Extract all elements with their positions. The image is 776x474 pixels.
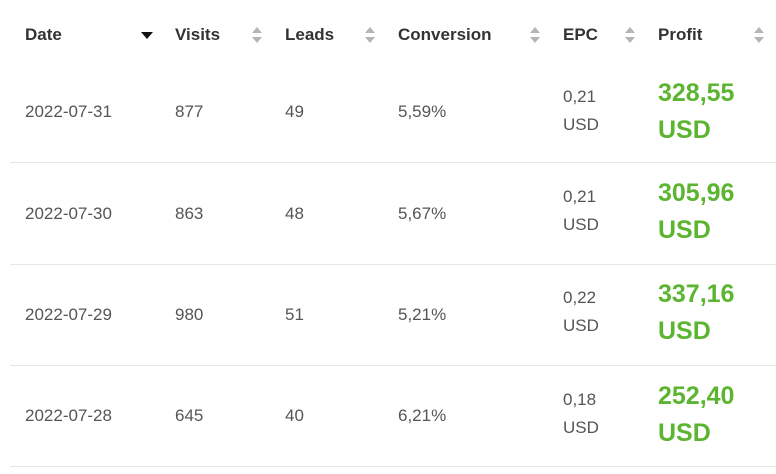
column-header-label: Visits — [175, 25, 221, 44]
epc-value: 0,21 — [563, 87, 597, 106]
table-row: 2022-07-30 863 48 5,67% 0,21 USD 305,96 … — [10, 163, 776, 265]
cell-conversion: 5,21% — [398, 304, 447, 324]
cell-date: 2022-07-28 — [25, 405, 112, 425]
profit-currency: USD — [658, 216, 711, 244]
sort-both-icon[interactable] — [363, 24, 377, 46]
cell-epc: 0,21 USD — [563, 83, 599, 139]
cell-date: 2022-07-31 — [25, 101, 112, 121]
column-header-visits[interactable]: Visits — [175, 24, 220, 46]
column-header-label: Leads — [285, 25, 335, 44]
profit-value: 337,16 — [658, 280, 735, 308]
cell-visits: 863 — [175, 203, 204, 223]
table-header: Date Visits Leads Conversion EPC — [0, 0, 776, 70]
sort-both-icon[interactable] — [623, 24, 637, 46]
cell-leads: 51 — [285, 304, 304, 324]
column-header-label: EPC — [563, 25, 598, 44]
epc-currency: USD — [563, 316, 599, 335]
sort-both-icon[interactable] — [752, 24, 766, 46]
cell-date: 2022-07-30 — [25, 203, 112, 223]
column-header-epc[interactable]: EPC — [563, 24, 598, 46]
sort-both-icon[interactable] — [528, 24, 542, 46]
epc-currency: USD — [563, 215, 599, 234]
cell-visits: 877 — [175, 101, 204, 121]
profit-currency: USD — [658, 116, 711, 144]
cell-leads: 40 — [285, 405, 304, 425]
column-header-label: Conversion — [398, 25, 492, 44]
epc-currency: USD — [563, 418, 599, 437]
cell-date: 2022-07-29 — [25, 304, 112, 324]
epc-value: 0,22 — [563, 288, 597, 307]
cell-conversion: 6,21% — [398, 405, 447, 425]
cell-profit: 328,55 USD — [658, 75, 734, 149]
column-header-profit[interactable]: Profit — [658, 24, 702, 46]
profit-value: 328,55 — [658, 79, 735, 107]
cell-conversion: 5,67% — [398, 203, 447, 223]
cell-profit: 337,16 USD — [658, 276, 734, 350]
cell-profit: 305,96 USD — [658, 175, 734, 249]
sort-both-icon[interactable] — [250, 24, 264, 46]
cell-leads: 49 — [285, 101, 304, 121]
cell-conversion: 5,59% — [398, 101, 447, 121]
epc-value: 0,18 — [563, 390, 597, 409]
column-header-label: Profit — [658, 25, 703, 44]
cell-visits: 645 — [175, 405, 204, 425]
column-header-label: Date — [25, 25, 62, 44]
column-header-conversion[interactable]: Conversion — [398, 24, 492, 46]
table-row: 2022-07-31 877 49 5,59% 0,21 USD 328,55 … — [10, 61, 776, 163]
table-row: 2022-07-29 980 51 5,21% 0,22 USD 337,16 … — [10, 264, 776, 366]
epc-value: 0,21 — [563, 187, 597, 206]
epc-currency: USD — [563, 115, 599, 134]
cell-leads: 48 — [285, 203, 304, 223]
profit-value: 252,40 — [658, 382, 735, 410]
cell-profit: 252,40 USD — [658, 378, 734, 452]
profit-value: 305,96 — [658, 179, 735, 207]
profit-currency: USD — [658, 419, 711, 447]
cell-visits: 980 — [175, 304, 204, 324]
table-row: 2022-07-28 645 40 6,21% 0,18 USD 252,40 … — [10, 365, 776, 467]
cell-epc: 0,18 USD — [563, 386, 599, 442]
sort-descending-icon[interactable] — [140, 24, 154, 46]
column-header-date[interactable]: Date — [25, 24, 62, 46]
cell-epc: 0,22 USD — [563, 284, 599, 340]
column-header-leads[interactable]: Leads — [285, 24, 334, 46]
profit-currency: USD — [658, 317, 711, 345]
cell-epc: 0,21 USD — [563, 183, 599, 239]
